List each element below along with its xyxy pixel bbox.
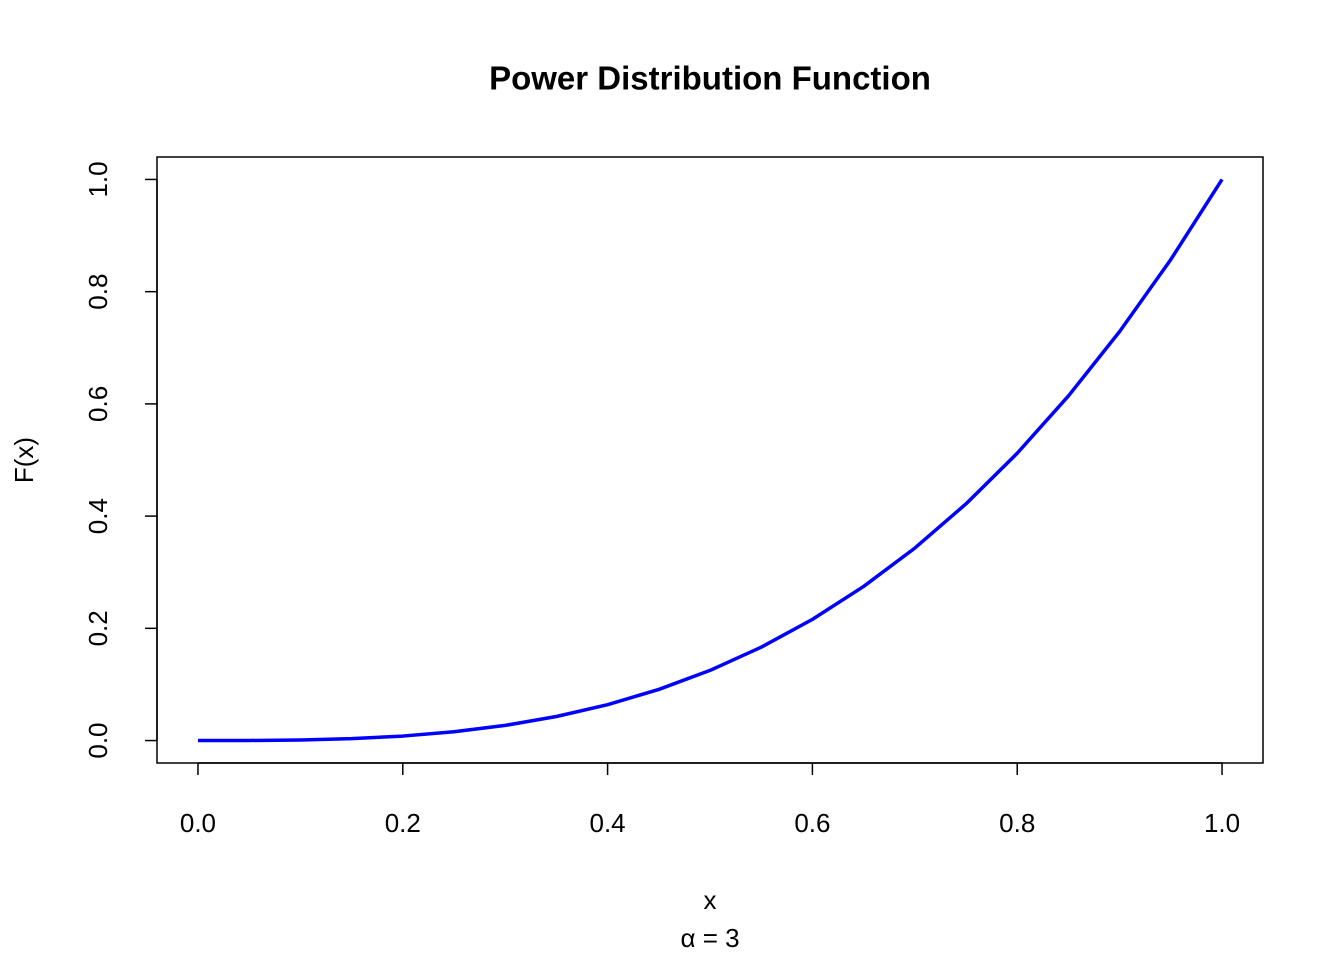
subtitle: α = 3	[680, 923, 739, 953]
line	[197, 178, 1224, 743]
chart-title: Power Distribution Function	[489, 60, 931, 97]
y-tick-label: 0.4	[83, 498, 113, 534]
x-tick-label: 0.8	[999, 808, 1035, 838]
x-tick-label: 0.2	[385, 808, 421, 838]
x-tick-label: 0.4	[590, 808, 626, 838]
y-tick-label: 0.8	[83, 274, 113, 310]
x-tick-label: 1.0	[1204, 808, 1240, 838]
y-axis-label: F(x)	[9, 437, 39, 483]
y-tick-label: 0.0	[83, 722, 113, 758]
y-tick-label: 0.6	[83, 386, 113, 422]
y-tick-label: 1.0	[83, 161, 113, 197]
y-tick-label: 0.2	[83, 610, 113, 646]
x-tick-label: 0.6	[794, 808, 830, 838]
x-axis-label: x	[704, 885, 717, 915]
x-tick-label: 0.0	[180, 808, 216, 838]
